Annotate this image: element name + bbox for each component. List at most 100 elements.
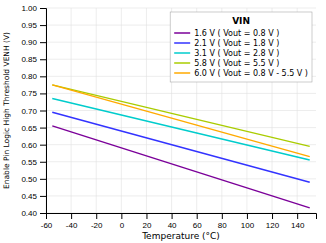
tick: 0.85 (21, 55, 46, 64)
tick: 60 (193, 213, 202, 230)
tick: 0.50 (21, 175, 46, 184)
tick-mark (96, 213, 97, 219)
legend-frame (170, 12, 312, 82)
tick-label: 40 (168, 221, 177, 230)
legend-item: 3.1 V ( Vout = 2.8 V ) (174, 49, 279, 58)
legend-swatch (174, 62, 190, 64)
grid (46, 8, 316, 213)
tick-label: 0.45 (21, 192, 37, 201)
legend-title: VIN (232, 16, 250, 26)
tick-mark (40, 145, 46, 146)
tick-label: 0.70 (21, 107, 37, 116)
tick: 0.75 (21, 89, 46, 98)
tick: 80 (218, 213, 227, 230)
legend-label: 5.8 V ( Vout = 5.5 V ) (194, 59, 279, 68)
tick: 20 (143, 213, 152, 230)
x-axis: -60 -40 -20 0 20 40 60 80 100 120 140 (41, 213, 317, 230)
tick-label: -20 (91, 221, 103, 230)
tick: 0.60 (21, 141, 46, 150)
tick: 140 (291, 213, 305, 230)
tick-mark (71, 213, 72, 219)
tick-label: 0.80 (21, 72, 37, 81)
tick-mark (40, 111, 46, 112)
tick-label: 0.95 (21, 21, 37, 30)
grid-line-y (46, 8, 316, 9)
tick: 0.40 (21, 209, 46, 218)
tick-label: 0 (120, 221, 125, 230)
tick: 0.95 (21, 21, 46, 30)
tick-mark (172, 213, 173, 219)
tick-label: 120 (266, 221, 280, 230)
tick-mark (40, 93, 46, 94)
chart: -60-40-200204060801001201400.400.450.500… (0, 0, 326, 243)
legend-swatch (174, 32, 190, 34)
legend-label: 2.1 V ( Vout = 1.8 V ) (194, 39, 279, 48)
tick-mark (146, 213, 147, 219)
tick: 0.45 (21, 192, 46, 201)
tick: 0.55 (21, 158, 46, 167)
grid-line-y (46, 178, 316, 179)
y-axis-title: Enable Pin Logic High Threshold VENH (V) (2, 32, 11, 189)
x-axis-title: Temperature (°C) (141, 231, 220, 241)
tick-label: 60 (193, 221, 202, 230)
tick-label: -60 (41, 221, 53, 230)
legend-label: 3.1 V ( Vout = 2.8 V ) (194, 49, 279, 58)
tick-mark (40, 162, 46, 163)
tick-label: 1.00 (21, 4, 37, 13)
grid-line-y (46, 110, 316, 111)
axis-line (40, 9, 47, 214)
tick-mark (40, 213, 46, 214)
tick-mark (40, 179, 46, 180)
series-line (52, 99, 309, 161)
tick: 0.70 (21, 107, 46, 116)
tick: 0.90 (21, 38, 46, 47)
tick: 0.80 (21, 72, 46, 81)
legend-item: 5.8 V ( Vout = 5.5 V ) (174, 59, 279, 68)
grid-line-y (46, 161, 316, 162)
legend: VIN 1.6 V ( Vout = 0.8 V )2.1 V ( Vout = … (170, 12, 312, 82)
tick: 120 (266, 213, 280, 230)
legend-swatch (174, 52, 190, 54)
tick-mark (297, 213, 298, 219)
tick: 0.65 (21, 124, 46, 133)
tick-label: 0.65 (21, 124, 37, 133)
tick: 100 (241, 213, 255, 230)
series-line (52, 126, 309, 208)
tick-mark (40, 128, 46, 129)
series-line (52, 85, 309, 147)
tick-label: 140 (291, 221, 305, 230)
tick: -20 (91, 213, 103, 230)
legend-label: 1.6 V ( Vout = 0.8 V ) (194, 29, 279, 38)
y-axis: 0.40 0.45 0.50 0.55 0.60 0.65 0.70 0.75 0.80 0.85… (21, 4, 46, 218)
tick: -60 (41, 213, 53, 230)
tick: -40 (66, 213, 78, 230)
tick-mark (121, 213, 122, 219)
tick-mark (40, 8, 46, 9)
tick-label: 100 (241, 221, 255, 230)
tick-mark (40, 196, 46, 197)
tick-label: 0.85 (21, 55, 37, 64)
grid-line-y (46, 127, 316, 128)
legend-swatch (174, 42, 190, 44)
legend-item: 1.6 V ( Vout = 0.8 V ) (174, 29, 279, 38)
legend-label: 6.0 V ( Vout = 0.8 V - 5.5 V ) (194, 69, 308, 78)
series-line (52, 112, 309, 182)
tick: 1.00 (21, 4, 46, 13)
tick-label: 0.55 (21, 158, 37, 167)
series-line (52, 85, 309, 157)
tick-label: 80 (218, 221, 227, 230)
tick-mark (40, 42, 46, 43)
grid-line-y (46, 144, 316, 145)
tick-mark (247, 213, 248, 219)
tick: 40 (168, 213, 177, 230)
tick: 0 (120, 213, 125, 230)
tick-mark (40, 25, 46, 26)
lines (52, 85, 309, 208)
legend-swatch (174, 72, 190, 74)
axis-line (47, 214, 317, 220)
tick-mark (197, 213, 198, 219)
tick-label: 20 (143, 221, 152, 230)
tick-mark (40, 76, 46, 77)
tick-label: 0.40 (21, 209, 37, 218)
legend-item: 6.0 V ( Vout = 0.8 V - 5.5 V ) (174, 69, 308, 78)
